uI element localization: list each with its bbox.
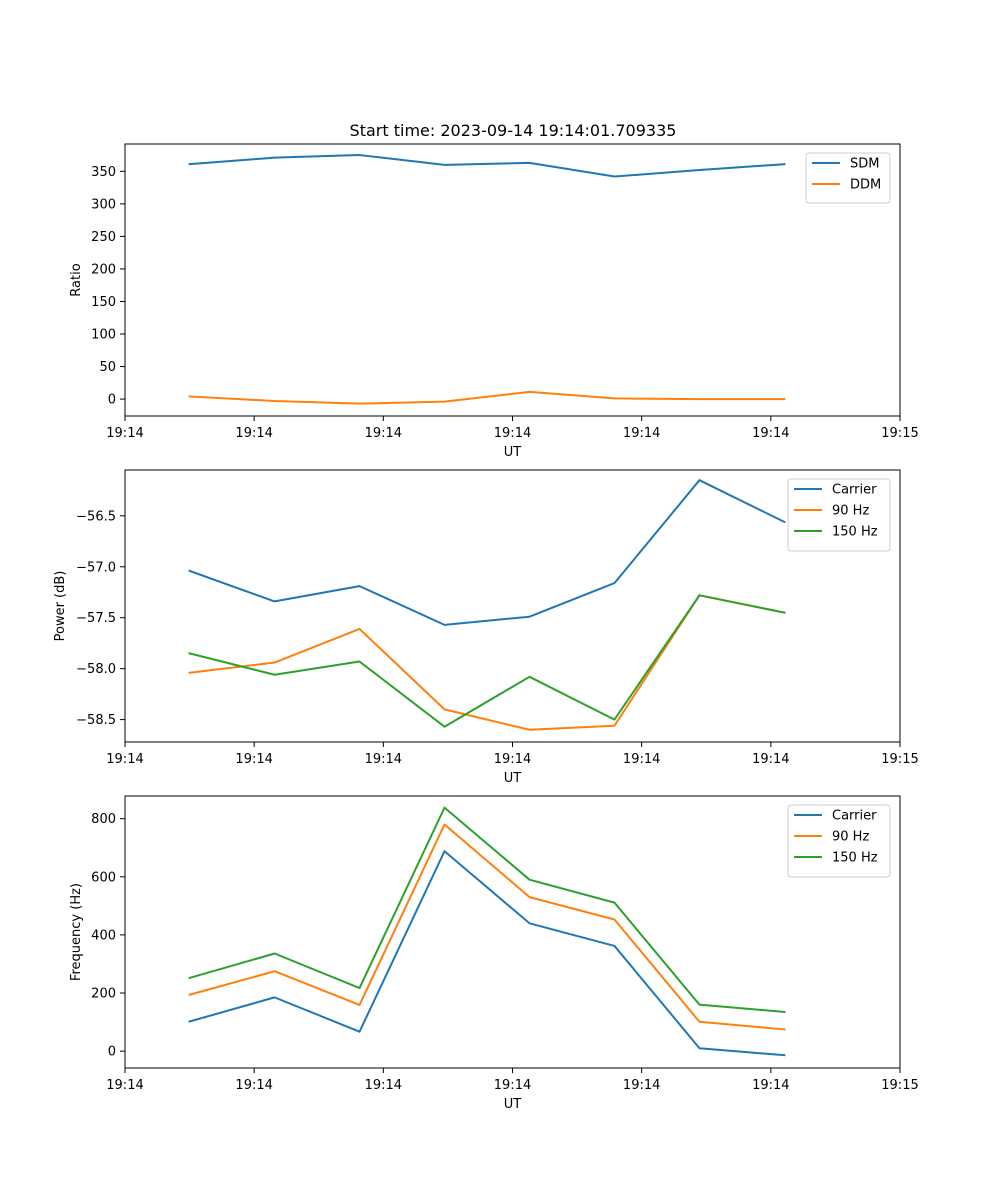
power-plot-area: [125, 470, 900, 742]
power-legend-label-90-hz: 90 Hz: [832, 504, 869, 519]
ratio-series-sdm-line: [188, 154, 786, 178]
frequency-legend-label-150-hz: 150 Hz: [832, 851, 878, 866]
ratio-x-tick-label: 19:14: [365, 426, 402, 441]
frequency-series-90-hz-line: [188, 823, 786, 1031]
power-x-tick-label: 19:14: [235, 752, 272, 767]
ratio-legend: [805, 152, 891, 204]
power-legend: [787, 478, 891, 552]
ratio-x-tick-label: 19:14: [623, 426, 660, 441]
frequency-legend: [787, 804, 891, 878]
power-x-tick-label: 19:14: [494, 752, 531, 767]
ratio-y-tick-label: 50: [99, 360, 116, 375]
power-x-tick-label: 19:14: [752, 752, 789, 767]
frequency-y-tick-label: 0: [108, 1045, 116, 1060]
ratio-y-tick-label: 250: [91, 230, 116, 245]
power-y-axis-label: Power (dB): [53, 571, 68, 642]
ratio-x-tick-label: 19:14: [235, 426, 272, 441]
power-y-tick-label: −58.0: [76, 662, 116, 677]
power-y-tick-label: −57.5: [76, 611, 116, 626]
ratio-y-tick-label: 300: [91, 197, 116, 212]
frequency-plot-area: [125, 796, 900, 1068]
power-legend-label-150-hz: 150 Hz: [832, 525, 878, 540]
power-x-tick-label: 19:14: [106, 752, 143, 767]
figure-title: Start time: 2023-09-14 19:14:01.709335: [350, 121, 677, 140]
power-y-tick-label: −57.0: [76, 560, 116, 575]
frequency-y-tick-label: 200: [91, 987, 116, 1002]
power-x-axis-label: UT: [504, 771, 522, 786]
ratio-frame: [124, 143, 901, 417]
frequency-x-tick-label: 19:14: [365, 1078, 402, 1093]
ratio-series-ddm-line: [188, 390, 786, 405]
frequency-y-axis-label: Frequency (Hz): [69, 883, 84, 981]
frequency-series-150-hz-line: [188, 806, 786, 1013]
power-x-tick-label: 19:14: [365, 752, 402, 767]
power-x-tick-label: 19:15: [881, 752, 918, 767]
ratio-y-tick-label: 200: [91, 262, 116, 277]
ratio-y-tick-label: 150: [91, 295, 116, 310]
ratio-panel: 19:14 19:14 19:14 19:14 19:14 19:14 19:15 0 50 10…: [69, 143, 919, 460]
ratio-x-tick-label: 19:14: [752, 426, 789, 441]
ratio-plot-area: [125, 144, 900, 416]
ratio-x-tick-label: 19:14: [106, 426, 143, 441]
power-x-tick-label: 19:14: [623, 752, 660, 767]
frequency-y-tick-label: 600: [91, 870, 116, 885]
power-y-tick-label: −56.5: [76, 509, 116, 524]
power-legend-label-carrier: Carrier: [832, 483, 877, 498]
ratio-y-tick-label: 350: [91, 165, 116, 180]
ratio-y-axis-label: Ratio: [69, 263, 84, 296]
frequency-x-tick-label: 19:14: [623, 1078, 660, 1093]
ratio-x-tick-label: 19:15: [881, 426, 918, 441]
power-y-tick-label: −58.5: [76, 713, 116, 728]
frequency-series-carrier-line: [188, 850, 786, 1057]
frequency-legend-label-carrier: Carrier: [832, 809, 877, 824]
frequency-x-tick-label: 19:14: [106, 1078, 143, 1093]
frequency-x-tick-label: 19:14: [235, 1078, 272, 1093]
frequency-legend-label-90-hz: 90 Hz: [832, 830, 869, 845]
frequency-x-tick-label: 19:14: [752, 1078, 789, 1093]
power-series-carrier-line: [188, 479, 786, 626]
frequency-x-tick-label: 19:14: [494, 1078, 531, 1093]
frequency-y-tick-label: 400: [91, 928, 116, 943]
ratio-y-tick-label: 0: [108, 393, 116, 408]
frequency-x-axis-label: UT: [504, 1097, 522, 1112]
ratio-legend-label-sdm: SDM: [850, 157, 879, 172]
frequency-x-tick-label: 19:15: [881, 1078, 918, 1093]
frequency-frame: [124, 795, 901, 1069]
ratio-x-tick-label: 19:14: [494, 426, 531, 441]
power-series-150-hz-line: [188, 594, 786, 728]
ratio-legend-label-ddm: DDM: [850, 178, 881, 193]
ratio-x-axis-label: UT: [504, 445, 522, 460]
ratio-y-tick-label: 100: [91, 328, 116, 343]
frequency-y-tick-label: 800: [91, 812, 116, 827]
power-panel: 19:14 19:14 19:14 19:14 19:14 19:14 19:15 −58.5…: [53, 469, 919, 786]
frequency-panel: 19:14 19:14 19:14 19:14 19:14 19:14 19:15 0 200 4…: [69, 795, 919, 1112]
power-frame: [124, 469, 901, 743]
